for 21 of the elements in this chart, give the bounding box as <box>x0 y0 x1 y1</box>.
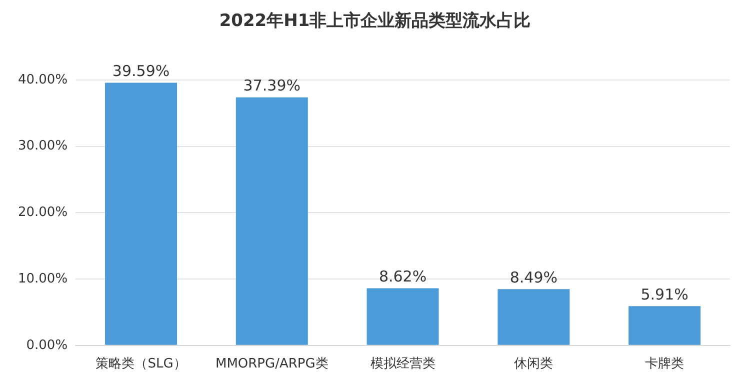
data-label: 39.59% <box>112 62 170 80</box>
x-tick-label: MMORPG/ARPG类 <box>215 356 328 372</box>
bar <box>498 289 570 345</box>
data-label: 37.39% <box>243 76 300 95</box>
y-tick-label: 30.00% <box>18 138 68 154</box>
data-label: 5.91% <box>640 286 688 304</box>
y-tick-label: 40.00% <box>18 72 68 88</box>
bar <box>105 82 178 345</box>
x-tick-label: 休闲类 <box>514 356 554 372</box>
chart-title: 2022年H1非上市企业新品类型流水占比 <box>218 10 532 33</box>
x-tick-label: 模拟经营类 <box>370 356 436 372</box>
y-tick-label: 20.00% <box>18 205 68 220</box>
x-tick-label: 卡牌类 <box>645 356 684 372</box>
y-tick-label: 10.00% <box>18 271 68 286</box>
data-label: 8.49% <box>510 268 558 286</box>
bar <box>628 306 701 345</box>
y-tick-label: 0.00% <box>26 338 68 353</box>
x-tick-label: 策略类（SLG） <box>96 356 186 372</box>
data-label: 8.62% <box>378 268 427 286</box>
bar <box>236 97 308 345</box>
bar <box>366 288 439 345</box>
